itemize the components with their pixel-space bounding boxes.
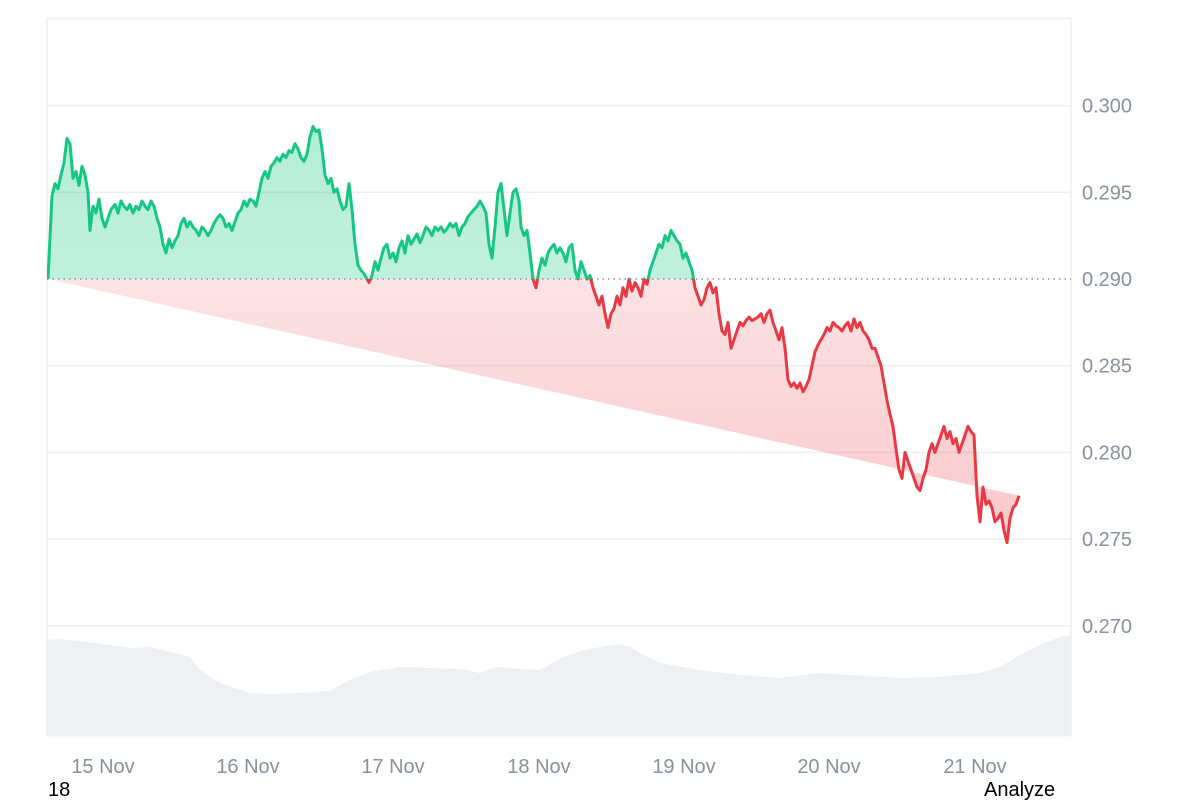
x-tick-label: 16 Nov xyxy=(216,756,279,778)
y-tick-label: 0.300 xyxy=(1082,96,1132,118)
y-axis: 0.300 0.295 0.290 0.285 0.280 0.275 0.270 xyxy=(1082,96,1132,638)
x-tick-label: 17 Nov xyxy=(361,756,424,778)
down-area-fill xyxy=(48,279,1019,543)
price-line-up[interactable] xyxy=(47,124,1019,542)
volume-area xyxy=(47,635,1070,735)
x-tick-label: 20 Nov xyxy=(797,756,860,778)
x-tick-label: 15 Nov xyxy=(71,756,134,778)
y-tick-label: 0.290 xyxy=(1082,269,1132,291)
y-tick-label: 0.285 xyxy=(1082,356,1132,378)
y-tick-label: 0.275 xyxy=(1082,529,1132,551)
y-tick-label: 0.295 xyxy=(1082,182,1132,204)
gridlines xyxy=(47,104,1071,627)
analyze-link[interactable]: Analyze xyxy=(984,779,1056,801)
x-axis: 15 Nov 16 Nov 17 Nov 18 Nov 19 Nov 20 Nov 21 N… xyxy=(71,756,1006,778)
y-tick-label: 0.280 xyxy=(1082,442,1132,464)
up-area-fill xyxy=(48,126,694,279)
y-tick-label: 0.270 xyxy=(1082,616,1132,638)
price-line-down[interactable] xyxy=(48,126,1021,545)
x-tick-label: 21 Nov xyxy=(943,756,1006,778)
x-tick-label: 19 Nov xyxy=(652,756,715,778)
x-tick-label: 18 Nov xyxy=(507,756,570,778)
footer-left-label: 18 xyxy=(48,779,71,801)
